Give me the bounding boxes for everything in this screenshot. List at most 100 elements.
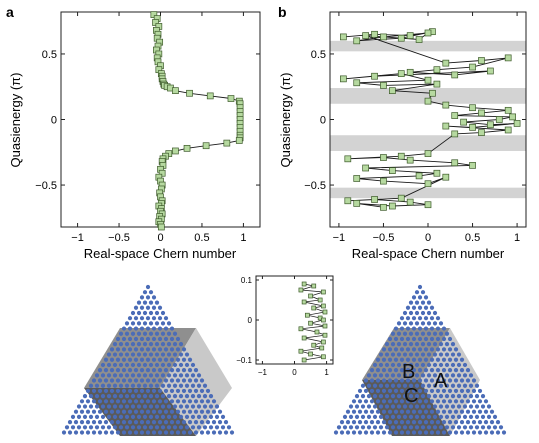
- lattice-dot: [399, 357, 405, 362]
- lattice-dot: [468, 414, 474, 419]
- chart-inset-ytick-label: 0: [248, 316, 253, 325]
- lattice-dot: [124, 414, 130, 419]
- lattice-dot: [363, 378, 369, 383]
- lattice-dot: [160, 383, 166, 388]
- lattice-dot: [495, 430, 501, 435]
- lattice-dot: [411, 347, 417, 352]
- lattice-dot: [166, 404, 172, 409]
- lattice-dot: [333, 430, 339, 435]
- lattice-dot: [118, 394, 124, 399]
- lattice-dot: [136, 342, 142, 347]
- lattice-dot: [381, 430, 387, 435]
- chart-inset-point: [308, 320, 313, 326]
- lattice-dot: [160, 321, 166, 326]
- lattice-dot: [85, 409, 91, 414]
- lattice-dot: [417, 305, 423, 310]
- lattice-dot: [414, 290, 420, 295]
- chart-inset-point: [319, 345, 325, 351]
- lattice-dot: [366, 425, 372, 430]
- lattice-dot: [85, 399, 91, 404]
- lattice-dot: [474, 394, 480, 399]
- lattice-dot: [432, 352, 438, 357]
- lattice-dot: [175, 409, 181, 414]
- lattice-dot: [402, 404, 408, 409]
- lattice-dot: [160, 425, 166, 430]
- lattice-dot: [471, 419, 477, 425]
- lattice-dot: [199, 388, 205, 394]
- lattice-dot: [172, 362, 178, 368]
- chart-b-point: [424, 97, 432, 105]
- lattice-dot: [405, 368, 411, 373]
- lattice-dot: [465, 430, 471, 435]
- lattice-dot: [196, 394, 202, 399]
- lattice-dot: [363, 419, 369, 425]
- lattice-dot: [136, 310, 142, 316]
- lattice-dot: [97, 419, 103, 425]
- lattice-dot: [181, 388, 187, 394]
- lattice-dot: [154, 414, 160, 419]
- lattice-dot: [124, 352, 130, 357]
- lattice-dot: [142, 352, 148, 357]
- lattice-dot: [163, 388, 169, 394]
- lattice-dot: [387, 347, 393, 352]
- lattice-dot: [396, 425, 402, 430]
- lattice-dot: [432, 394, 438, 399]
- lattice-dot: [181, 347, 187, 352]
- lattice-dot: [390, 394, 396, 399]
- lattice-dot: [447, 336, 453, 342]
- lattice-dot: [441, 368, 447, 373]
- lattice-dot: [154, 310, 160, 316]
- lattice-dot: [172, 342, 178, 347]
- lattice-dot: [450, 352, 456, 357]
- lattice-dot: [139, 357, 145, 362]
- lattice-dot: [408, 425, 414, 430]
- lattice-dot: [462, 362, 468, 368]
- lattice-dot: [166, 321, 172, 326]
- lattice-dot: [420, 310, 426, 316]
- lattice-dot: [187, 399, 193, 404]
- lattice-dot: [405, 326, 411, 331]
- lattice-dot: [402, 331, 408, 336]
- lattice-dot: [148, 310, 154, 316]
- lattice-dot: [214, 425, 220, 430]
- lattice-dot: [163, 409, 169, 414]
- lattice-dot: [444, 373, 450, 378]
- lattice-dot: [378, 383, 384, 388]
- lattice-dot: [372, 383, 378, 388]
- chart-b-point: [371, 196, 378, 203]
- chart-b-point: [433, 66, 441, 74]
- chart-a-point: [223, 139, 231, 147]
- lattice-dot: [103, 409, 109, 414]
- lattice-dot: [169, 357, 175, 362]
- lattice-dot: [67, 430, 73, 435]
- chart-b-point: [495, 116, 503, 123]
- lattice-dot: [196, 383, 202, 388]
- lattice-dot: [417, 316, 423, 321]
- chart-b-point: [424, 76, 432, 84]
- lattice-dot: [411, 419, 417, 425]
- lattice-dot: [124, 321, 130, 326]
- lattice-dot: [471, 388, 477, 394]
- lattice-dot: [151, 430, 157, 435]
- lattice-dot: [172, 373, 178, 378]
- lattice-dot: [363, 430, 369, 435]
- lattice-dot: [100, 383, 106, 388]
- lattice-dot: [408, 383, 414, 388]
- lattice-dot: [124, 362, 130, 368]
- lattice-dot: [417, 326, 423, 331]
- lattice-dot: [133, 399, 139, 404]
- lattice-dot: [142, 331, 148, 336]
- lattice-dot: [402, 425, 408, 430]
- lattice-dot: [393, 430, 399, 435]
- lattice-dot: [435, 378, 441, 383]
- lattice-dot: [151, 305, 157, 310]
- lattice-dot: [205, 409, 211, 414]
- lattice-dot: [447, 378, 453, 383]
- lattice-dot: [97, 430, 103, 435]
- lattice-dot: [205, 419, 211, 425]
- lattice-dot: [420, 425, 426, 430]
- chart-inset-point: [321, 289, 326, 295]
- lattice-dot: [477, 388, 483, 394]
- lattice-dot: [106, 394, 112, 399]
- lattice-dot: [411, 357, 417, 362]
